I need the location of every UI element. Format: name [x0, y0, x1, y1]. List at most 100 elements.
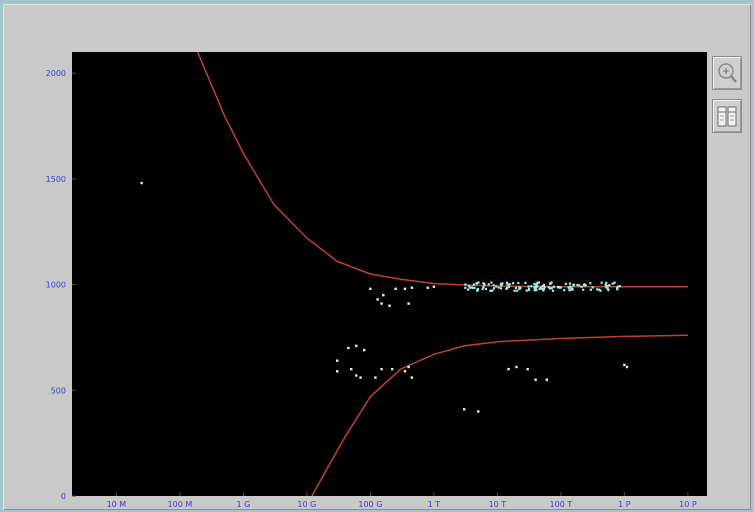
dense-data-point	[484, 287, 488, 291]
data-point	[350, 367, 353, 371]
panels-button[interactable]	[712, 99, 742, 133]
plot-background	[72, 52, 707, 496]
data-point	[388, 304, 391, 307]
dense-data-point	[524, 281, 527, 285]
dense-data-point	[518, 287, 521, 291]
data-point	[376, 298, 379, 301]
dense-data-point	[518, 286, 521, 289]
chart-area: 10 M 100 M 1 G 10 G 100 G 1 T 10 T 100 T 1 P 10 P…	[46, 52, 707, 509]
dense-data-point	[559, 286, 562, 289]
x-tick-label: 10 G	[297, 500, 316, 509]
dense-data-point	[589, 288, 592, 291]
dense-data-point	[467, 284, 471, 287]
dense-data-point	[514, 286, 518, 289]
dense-data-point	[577, 284, 581, 287]
data-point	[394, 287, 397, 290]
dense-data-point	[482, 286, 485, 289]
data-point	[380, 302, 383, 305]
figure-window: 10 M 100 M 1 G 10 G 100 G 1 T 10 T 100 T 1 P 10 P…	[3, 4, 751, 510]
dense-data-point	[567, 286, 570, 289]
dense-data-point	[464, 286, 467, 289]
dense-data-point	[569, 285, 572, 288]
dense-data-point	[507, 285, 511, 288]
dense-data-point	[571, 288, 574, 291]
data-point	[374, 376, 377, 379]
dense-data-point	[536, 281, 539, 284]
dense-data-point	[549, 287, 552, 290]
dense-data-point	[472, 283, 475, 286]
dense-data-point	[589, 282, 592, 285]
y-tick-label: 1000	[46, 281, 66, 290]
dense-data-point	[583, 283, 586, 286]
dense-data-point	[487, 283, 490, 286]
dense-data-point	[538, 287, 541, 291]
dense-data-point	[618, 285, 622, 288]
dense-data-point	[535, 289, 538, 292]
x-tick-label: 10 M	[107, 500, 127, 509]
data-point	[140, 181, 143, 185]
dense-data-point	[468, 286, 471, 289]
dense-data-point	[616, 287, 619, 290]
x-tick-label: 10 T	[489, 500, 507, 509]
lower-bound-curve	[311, 334, 688, 496]
data-point	[369, 287, 372, 290]
dense-data-point	[491, 289, 494, 292]
dense-data-point	[506, 286, 509, 289]
data-point	[390, 367, 394, 371]
dense-data-point	[517, 281, 520, 285]
x-tick-label: 100 M	[168, 500, 193, 509]
data-point	[534, 378, 537, 381]
data-point	[335, 359, 339, 362]
data-point	[355, 344, 358, 348]
dense-data-point	[563, 289, 566, 292]
dense-data-point	[582, 284, 586, 287]
dense-data-point	[483, 283, 486, 286]
dense-data-point	[533, 286, 536, 289]
upper-bound-curve	[196, 52, 688, 288]
zoom-button[interactable]	[712, 56, 742, 90]
data-point	[625, 365, 629, 369]
dense-data-point	[557, 285, 560, 289]
dense-data-point	[527, 287, 531, 291]
dense-data-point	[475, 282, 478, 285]
dense-data-point	[551, 289, 555, 292]
data-point	[426, 286, 429, 289]
data-points	[140, 181, 629, 413]
dense-data-point	[608, 284, 611, 287]
dense-data-point	[495, 285, 498, 288]
dense-data-point	[542, 289, 545, 292]
dense-data-point	[513, 289, 516, 292]
dense-data-point	[508, 283, 511, 286]
dense-data-point	[616, 285, 619, 288]
dense-data-point	[613, 281, 616, 284]
data-point	[407, 302, 410, 305]
axis-ticks: 10 M 100 M 1 G 10 G 100 G 1 T 10 T 100 T 1 P 10 P…	[46, 69, 697, 509]
dense-data-point	[584, 284, 587, 287]
dense-data-point	[473, 286, 476, 290]
dense-data-point	[482, 282, 485, 285]
dense-data-point	[550, 287, 553, 290]
data-point	[382, 293, 385, 297]
y-tick-label: 0	[61, 492, 66, 501]
dense-data-point	[550, 281, 553, 284]
dense-data-point	[576, 283, 579, 287]
data-point	[347, 346, 350, 350]
dense-data-point	[605, 286, 608, 289]
dense-data-point	[607, 288, 610, 292]
dense-data-point	[541, 285, 544, 288]
y-tick-label: 500	[51, 386, 66, 395]
bound-curves	[196, 52, 688, 496]
data-point	[477, 410, 480, 413]
dense-data-point	[492, 287, 496, 290]
dense-data-point	[533, 282, 536, 285]
dense-data-point	[605, 281, 608, 284]
data-point	[545, 378, 548, 381]
y-tick-label: 1500	[46, 175, 66, 184]
x-tick-label: 1 P	[618, 500, 631, 509]
data-point	[355, 374, 358, 377]
data-point	[335, 370, 339, 373]
dense-data-point	[477, 281, 480, 284]
dense-data-point	[505, 281, 509, 284]
data-point	[526, 367, 529, 371]
data-point	[462, 408, 466, 411]
